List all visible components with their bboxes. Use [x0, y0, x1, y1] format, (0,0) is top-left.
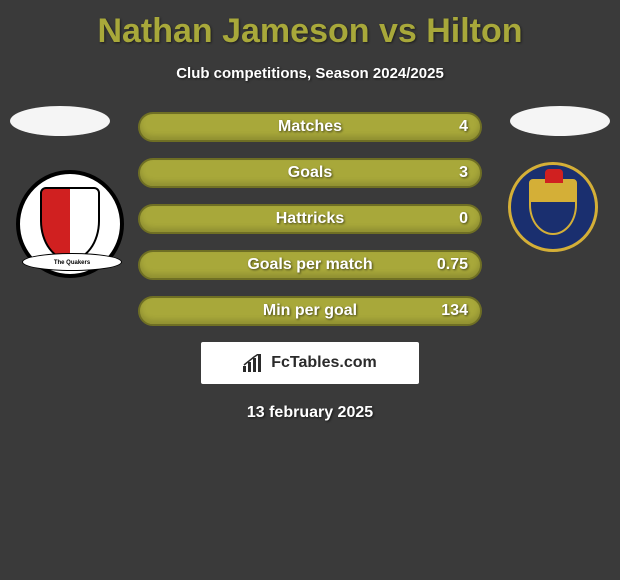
shield-icon — [529, 179, 577, 235]
stat-bar: Hattricks 0 — [138, 204, 482, 234]
shield-icon: The Quakers — [40, 187, 100, 261]
snapshot-date: 13 february 2025 — [0, 404, 620, 422]
player-left-ellipse — [10, 106, 110, 136]
stat-label: Min per goal — [140, 302, 480, 320]
stat-bar: Min per goal 134 — [138, 296, 482, 326]
club-crest-left: The Quakers — [16, 170, 124, 278]
stat-value: 134 — [441, 302, 468, 320]
stat-bar: Goals 3 — [138, 158, 482, 188]
crest-left-banner: The Quakers — [22, 253, 122, 271]
stat-bar: Matches 4 — [138, 112, 482, 142]
stat-label: Matches — [140, 118, 480, 136]
stat-value: 0 — [459, 210, 468, 228]
stat-bars: Matches 4 Goals 3 Hattricks 0 Goals per … — [138, 112, 482, 326]
stat-value: 3 — [459, 164, 468, 182]
player-right-ellipse — [510, 106, 610, 136]
brand-text: FcTables.com — [271, 354, 377, 372]
comparison-content: The Quakers Matches 4 Goals 3 Hattricks … — [0, 112, 620, 422]
bar-chart-icon — [243, 354, 265, 372]
page-title: Nathan Jameson vs Hilton — [0, 0, 620, 51]
stat-bar: Goals per match 0.75 — [138, 250, 482, 280]
stat-label: Hattricks — [140, 210, 480, 228]
stat-value: 4 — [459, 118, 468, 136]
page-subtitle: Club competitions, Season 2024/2025 — [0, 65, 620, 82]
brand-attribution: FcTables.com — [201, 342, 419, 384]
stat-label: Goals per match — [140, 256, 480, 274]
stat-label: Goals — [140, 164, 480, 182]
club-crest-right — [508, 162, 598, 252]
stat-value: 0.75 — [437, 256, 468, 274]
